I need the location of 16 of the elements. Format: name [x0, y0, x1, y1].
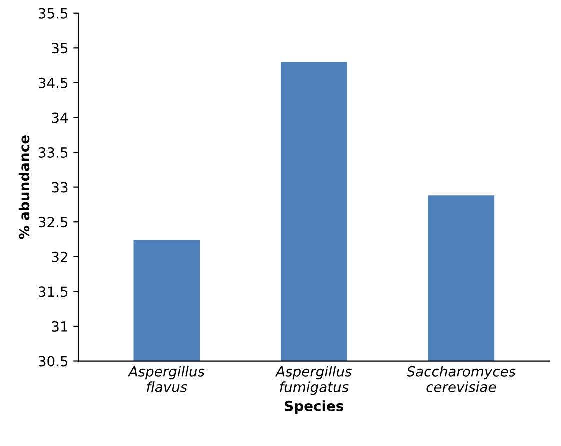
y-tick-label: 32: [52, 252, 68, 262]
x-axis-title: Species: [285, 400, 344, 414]
x-tick-label: Aspergillus flavus: [128, 366, 205, 392]
y-tick-label: 32.5: [38, 217, 68, 228]
y-tick-label: 34: [52, 112, 68, 124]
x-tick-label: Aspergillus fumigatus: [275, 366, 352, 396]
y-tick-label: 35: [52, 43, 68, 54]
y-tick-label: 31: [52, 321, 68, 332]
y-tick-label: 33.5: [38, 148, 68, 158]
y-tick-label: 31.5: [38, 286, 68, 298]
y-tick-label: 30.5: [38, 356, 68, 367]
y-tick-label: 33: [52, 182, 68, 193]
y-axis-title: % abundance: [18, 136, 30, 240]
y-tick-label: 34.5: [38, 78, 68, 88]
y-tick-label: 35.5: [38, 8, 68, 19]
x-tick-label: Saccharomyces cerevisiae: [406, 366, 516, 392]
